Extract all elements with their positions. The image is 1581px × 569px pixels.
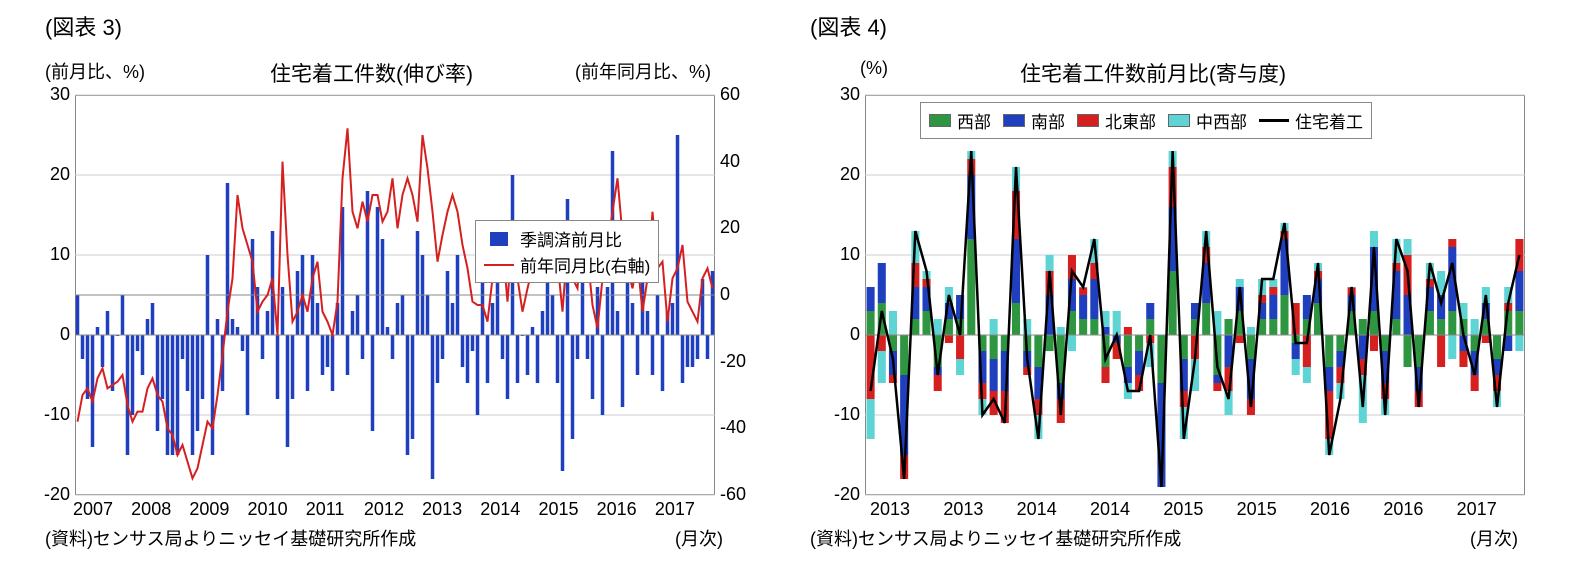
chart3-ytick-right: -40	[720, 417, 746, 438]
chart4-xtick: 2017	[1457, 499, 1497, 520]
chart3-ytick-left: -20	[44, 484, 70, 505]
chart4-xtick: 2013	[943, 499, 983, 520]
chart4-legend-item: 北東部	[1077, 108, 1156, 133]
chart3-ytick-right: 20	[720, 217, 740, 238]
chart4-xtick: 2016	[1383, 499, 1423, 520]
chart3-ytick-right: -20	[720, 351, 746, 372]
chart3-xtick: 2010	[248, 499, 288, 520]
chart4-ytick: 30	[840, 84, 860, 105]
chart4-xtick: 2013	[870, 499, 910, 520]
chart3-xtick: 2012	[364, 499, 404, 520]
chart3-source: (資料)センサス局よりニッセイ基礎研究所作成	[45, 525, 416, 551]
chart3-xtick: 2017	[655, 499, 695, 520]
chart3-ytick-left: 20	[50, 164, 70, 185]
chart3-svg	[0, 0, 790, 569]
chart4-ytick: 10	[840, 244, 860, 265]
chart4-legend: 西部南部北東部中西部住宅着工	[920, 102, 1372, 139]
chart4-xtick: 2016	[1310, 499, 1350, 520]
chart3-legend: 季調済前月比前年同月比(右軸)	[475, 220, 659, 283]
chart3-xtick: 2011	[306, 499, 345, 520]
chart3-xtick: 2008	[131, 499, 171, 520]
chart4-xtick: 2014	[1017, 499, 1057, 520]
chart4-legend-item: 中西部	[1168, 108, 1247, 133]
chart4-xtick: 2015	[1237, 499, 1277, 520]
chart4-source: (資料)センサス局よりニッセイ基礎研究所作成	[810, 525, 1181, 551]
chart4-ytick: 20	[840, 164, 860, 185]
chart3-panel: (図表 3) (前月比、%) 住宅着工件数(伸び率) (前年同月比、%) 季調済…	[0, 0, 790, 569]
chart3-xtick: 2016	[597, 499, 637, 520]
chart3-ytick-right: 60	[720, 84, 740, 105]
chart4-legend-item: 南部	[1003, 108, 1065, 133]
chart3-legend-item: 前年同月比(右軸)	[484, 252, 650, 277]
chart4-svg	[790, 0, 1581, 569]
chart3-xtick: 2013	[422, 499, 462, 520]
chart3-xtick: 2015	[538, 499, 578, 520]
chart3-ytick-left: 30	[50, 84, 70, 105]
chart3-ytick-left: 10	[50, 244, 70, 265]
chart4-legend-item: 住宅着工	[1259, 108, 1363, 133]
chart4-xtick: 2014	[1090, 499, 1130, 520]
chart3-xtick: 2007	[73, 499, 113, 520]
chart4-panel: (図表 4) (%) 住宅着工件数前月比(寄与度) 西部南部北東部中西部住宅着工…	[790, 0, 1581, 569]
chart4-xtick: 2015	[1163, 499, 1203, 520]
chart4-ytick: 0	[850, 324, 860, 345]
chart3-ytick-right: -60	[720, 484, 746, 505]
chart3-ytick-right: 40	[720, 151, 740, 172]
chart4-x-unit: (月次)	[1470, 525, 1518, 551]
chart3-legend-item: 季調済前月比	[484, 226, 650, 251]
chart3-ytick-left: -10	[44, 404, 70, 425]
chart4-ytick: -20	[834, 484, 860, 505]
chart4-ytick: -10	[834, 404, 860, 425]
chart3-xtick: 2009	[189, 499, 229, 520]
chart3-xtick: 2014	[480, 499, 520, 520]
chart3-ytick-left: 0	[60, 324, 70, 345]
chart3-ytick-right: 0	[720, 284, 730, 305]
chart4-legend-item: 西部	[929, 108, 991, 133]
chart3-x-unit: (月次)	[675, 525, 723, 551]
